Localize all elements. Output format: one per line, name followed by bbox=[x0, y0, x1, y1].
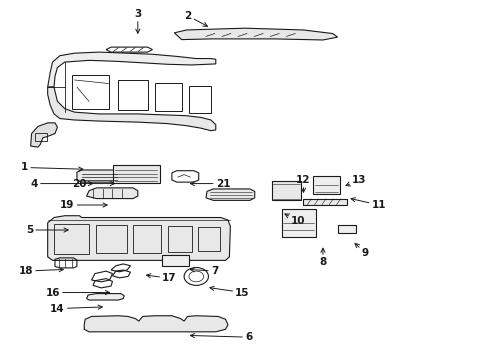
Text: 17: 17 bbox=[147, 273, 177, 283]
Text: 15: 15 bbox=[210, 286, 250, 297]
Text: 19: 19 bbox=[60, 200, 107, 210]
Bar bbox=[118, 80, 147, 111]
Text: 7: 7 bbox=[191, 266, 218, 276]
Bar bbox=[114, 165, 160, 183]
Bar bbox=[54, 224, 89, 254]
Polygon shape bbox=[30, 123, 57, 147]
Polygon shape bbox=[87, 188, 138, 199]
Polygon shape bbox=[48, 216, 230, 260]
Text: 16: 16 bbox=[46, 288, 110, 297]
Text: 21: 21 bbox=[191, 179, 230, 189]
Text: 9: 9 bbox=[355, 243, 369, 258]
Text: 6: 6 bbox=[191, 332, 252, 342]
Bar bbox=[282, 209, 316, 237]
Bar bbox=[34, 133, 47, 141]
Bar bbox=[313, 176, 340, 194]
Polygon shape bbox=[48, 52, 216, 87]
Bar bbox=[133, 225, 161, 253]
Text: 20: 20 bbox=[72, 179, 115, 189]
Bar bbox=[198, 227, 220, 251]
Text: 8: 8 bbox=[319, 248, 326, 267]
Bar bbox=[189, 86, 211, 113]
Polygon shape bbox=[174, 28, 338, 40]
Polygon shape bbox=[48, 87, 216, 131]
Polygon shape bbox=[77, 170, 123, 182]
Bar bbox=[72, 75, 109, 109]
Bar bbox=[162, 255, 189, 266]
Text: 12: 12 bbox=[296, 175, 311, 192]
Text: 1: 1 bbox=[21, 162, 83, 172]
Polygon shape bbox=[87, 294, 124, 300]
Bar bbox=[272, 181, 301, 200]
Bar bbox=[303, 199, 347, 205]
Bar bbox=[155, 83, 182, 111]
Text: 10: 10 bbox=[285, 214, 306, 226]
Bar bbox=[97, 225, 126, 253]
Text: 5: 5 bbox=[26, 225, 68, 235]
Text: 14: 14 bbox=[50, 303, 102, 314]
Text: 3: 3 bbox=[134, 9, 142, 33]
Text: 2: 2 bbox=[184, 11, 207, 26]
Polygon shape bbox=[206, 189, 255, 201]
Text: 13: 13 bbox=[346, 175, 367, 186]
Bar bbox=[338, 225, 356, 233]
Bar bbox=[168, 226, 193, 252]
Polygon shape bbox=[84, 316, 228, 332]
Text: 18: 18 bbox=[19, 266, 63, 276]
Text: 11: 11 bbox=[351, 198, 386, 210]
Text: 4: 4 bbox=[30, 179, 93, 189]
